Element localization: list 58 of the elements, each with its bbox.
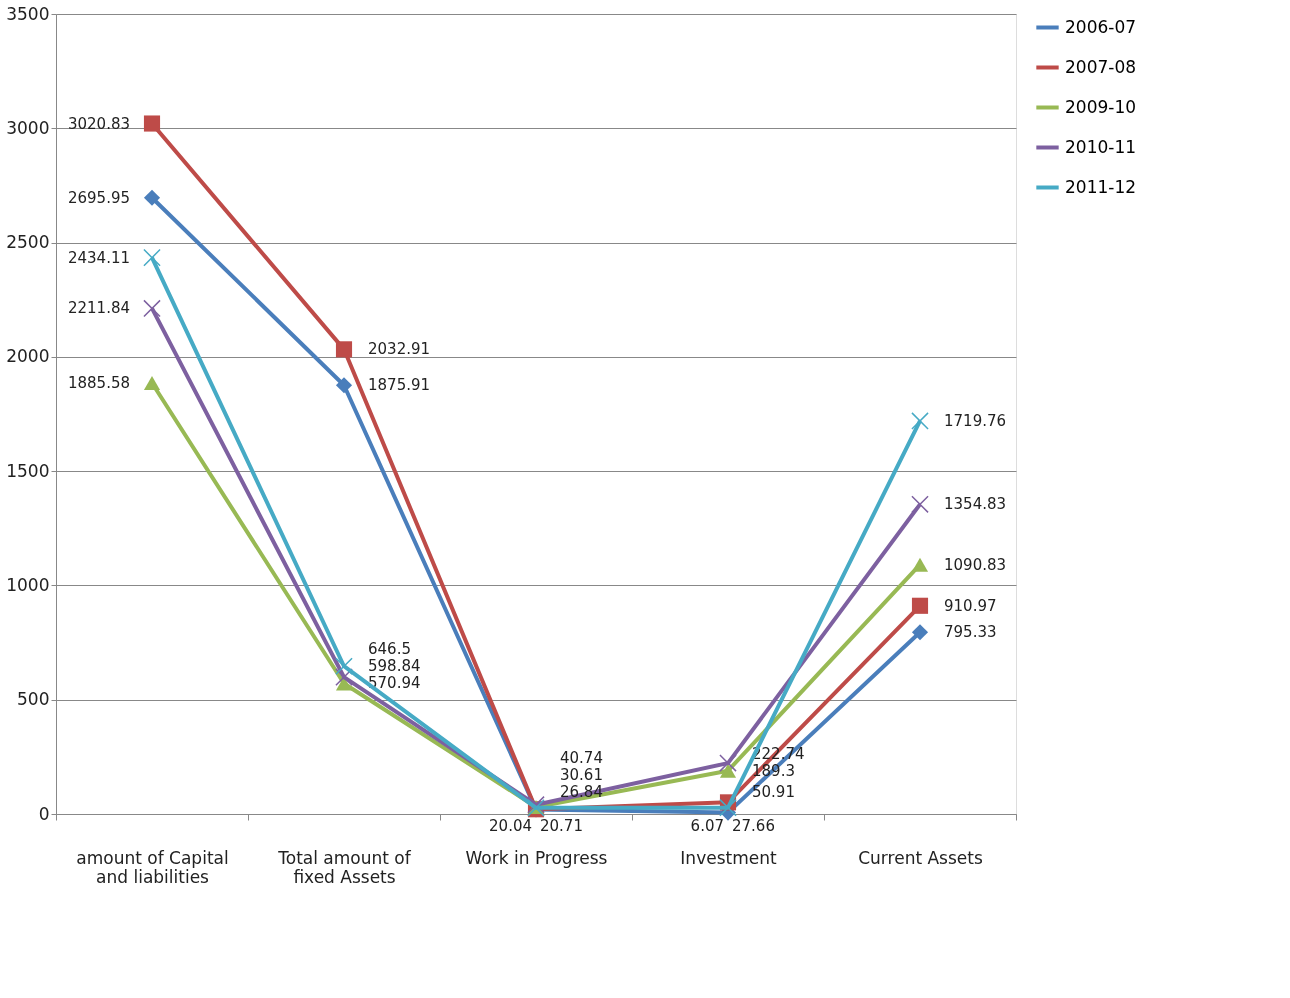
point [143, 115, 161, 132]
point [719, 798, 737, 817]
y-tick-label: 3500 [6, 3, 50, 24]
point [719, 754, 737, 772]
data-label: 1885.58 [67, 374, 130, 393]
point [911, 624, 929, 641]
data-label: 26.84 [560, 783, 603, 801]
x-tick-label: Work in Progress [465, 847, 608, 868]
data-label: 30.61 [560, 766, 603, 784]
y-tick-label: 500 [17, 689, 50, 710]
point [143, 189, 161, 206]
data-label: 20.04 [489, 817, 532, 835]
data-label: 50.91 [752, 783, 795, 801]
y-tick-label: 3000 [6, 117, 50, 138]
point [911, 412, 929, 430]
data-label: 1090.83 [944, 555, 1007, 574]
point [143, 248, 161, 267]
data-label: 2032.91 [368, 340, 431, 359]
data-label: 1719.76 [944, 411, 1007, 430]
data-label: 2695.95 [67, 188, 130, 207]
point [719, 763, 737, 778]
data-label: 6.07 [690, 817, 724, 835]
y-tick-label: 1000 [6, 574, 50, 595]
data-label: 2211.84 [67, 299, 130, 318]
point [143, 299, 161, 318]
point [335, 341, 353, 358]
x-tick-label: Total amount of fixed Assets [277, 847, 412, 887]
point [335, 657, 353, 676]
y-tick-label: 1500 [6, 460, 50, 481]
data-label: 3020.83 [67, 114, 130, 133]
y-tick-label: 2000 [6, 346, 50, 367]
data-label: 570.94 [368, 674, 421, 693]
point [911, 597, 929, 614]
data-label: 40.74 [560, 749, 603, 767]
y-tick-label: 2500 [6, 232, 50, 253]
data-label: 910.97 [944, 596, 997, 615]
data-label: 1354.83 [944, 495, 1007, 514]
point [911, 495, 929, 514]
y-tick-label: 0 [38, 803, 50, 824]
legend-label: 2009-10 [1065, 96, 1137, 117]
point [911, 557, 929, 572]
legend-label: 2006-07 [1065, 16, 1137, 37]
point [527, 795, 545, 814]
point [143, 376, 161, 390]
x-tick-label: amount of Capital and liabilities [76, 847, 229, 887]
data-label: 20.71 [540, 817, 583, 835]
data-label: 795.33 [944, 623, 997, 642]
legend-label: 2007-08 [1065, 56, 1137, 77]
data-label: 598.84 [368, 657, 421, 676]
point [335, 377, 353, 394]
legend-label: 2011-12 [1065, 176, 1137, 197]
data-label: 1875.91 [368, 376, 431, 395]
legend-label: 2010-11 [1065, 136, 1137, 157]
x-tick-label: Investment [680, 847, 777, 868]
data-label: 2434.11 [67, 248, 130, 267]
data-label: 646.5 [368, 640, 411, 659]
x-tick-label: Current Assets [858, 847, 983, 868]
data-label: 27.66 [732, 817, 775, 835]
